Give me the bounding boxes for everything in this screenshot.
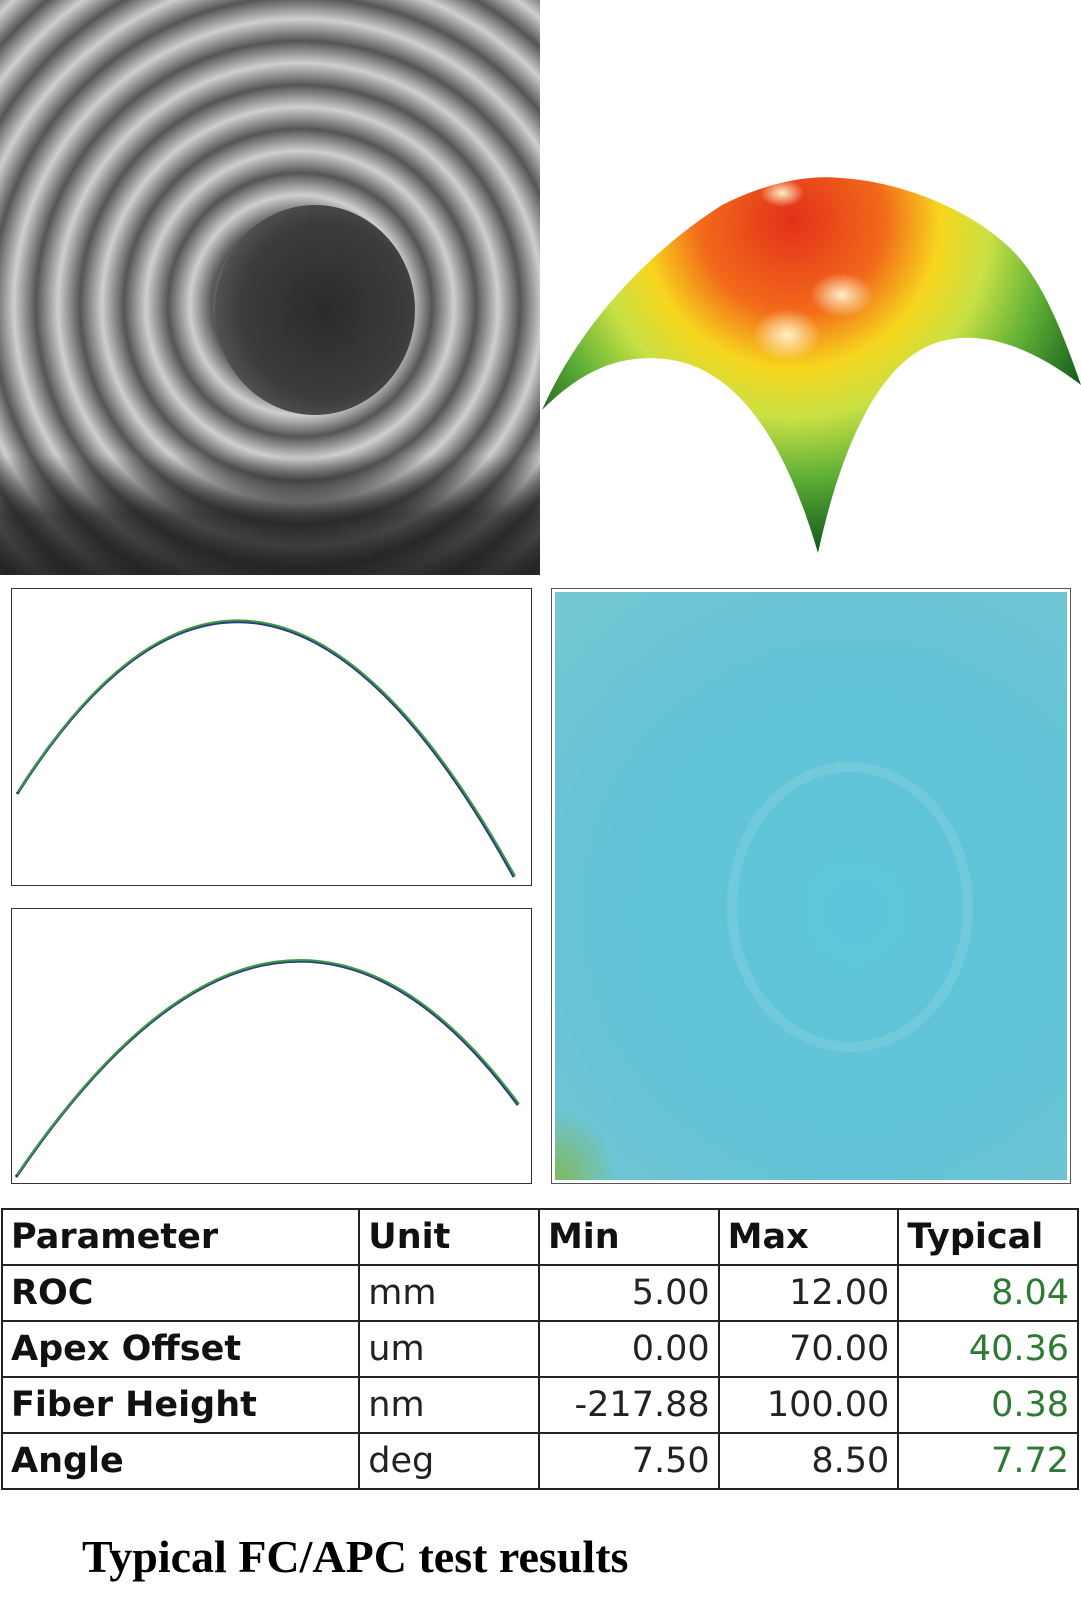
figure-caption: Typical FC/APC test results [82, 1531, 629, 1582]
surface-3d-graphic [542, 177, 1081, 553]
profile-curve-bottom [14, 959, 520, 1178]
table-header-row: Parameter Unit Min Max Typical [0, 1208, 1079, 1266]
cell-parameter: Angle [0, 1432, 361, 1490]
profile-plot-top [11, 588, 532, 886]
table-row: Angle deg 7.50 8.50 7.72 [0, 1432, 1079, 1490]
cell-max: 70.00 [717, 1320, 900, 1378]
cell-parameter: ROC [0, 1264, 361, 1322]
cell-parameter: Fiber Height [0, 1376, 361, 1434]
table-row: Fiber Height nm -217.88 100.00 0.38 [0, 1376, 1079, 1434]
results-table: Parameter Unit Min Max Typical ROC mm 5.… [0, 1208, 1079, 1490]
cell-typical: 8.04 [897, 1264, 1079, 1322]
cell-typical: 7.72 [897, 1432, 1079, 1490]
header-parameter: Parameter [0, 1208, 361, 1266]
cell-min: 0.00 [537, 1320, 720, 1378]
table-row: ROC mm 5.00 12.00 8.04 [0, 1264, 1079, 1322]
interferogram-image [0, 0, 540, 575]
cell-max: 12.00 [717, 1264, 900, 1322]
table-row: Apex Offset um 0.00 70.00 40.36 [0, 1320, 1079, 1378]
profile-plot-bottom [11, 908, 532, 1184]
surface-3d-plot [542, 0, 1081, 575]
cell-min: 7.50 [537, 1432, 720, 1490]
residual-map-graphic [555, 592, 1067, 1180]
cell-max: 100.00 [717, 1376, 900, 1434]
cell-unit: mm [358, 1264, 540, 1322]
cell-min: 5.00 [537, 1264, 720, 1322]
cell-min: -217.88 [537, 1376, 720, 1434]
cell-typical: 0.38 [897, 1376, 1079, 1434]
cell-typical: 40.36 [897, 1320, 1079, 1378]
residual-map [551, 588, 1071, 1184]
cell-unit: um [358, 1320, 540, 1378]
cell-unit: deg [358, 1432, 540, 1490]
cell-unit: nm [358, 1376, 540, 1434]
fringe-pattern [0, 0, 540, 575]
fiber-core-shadow [215, 205, 415, 415]
header-max: Max [717, 1208, 900, 1266]
header-min: Min [537, 1208, 720, 1266]
profile-curve-top [15, 619, 516, 878]
cell-max: 8.50 [717, 1432, 900, 1490]
header-typical: Typical [897, 1208, 1079, 1266]
cell-parameter: Apex Offset [0, 1320, 361, 1378]
header-unit: Unit [358, 1208, 540, 1266]
